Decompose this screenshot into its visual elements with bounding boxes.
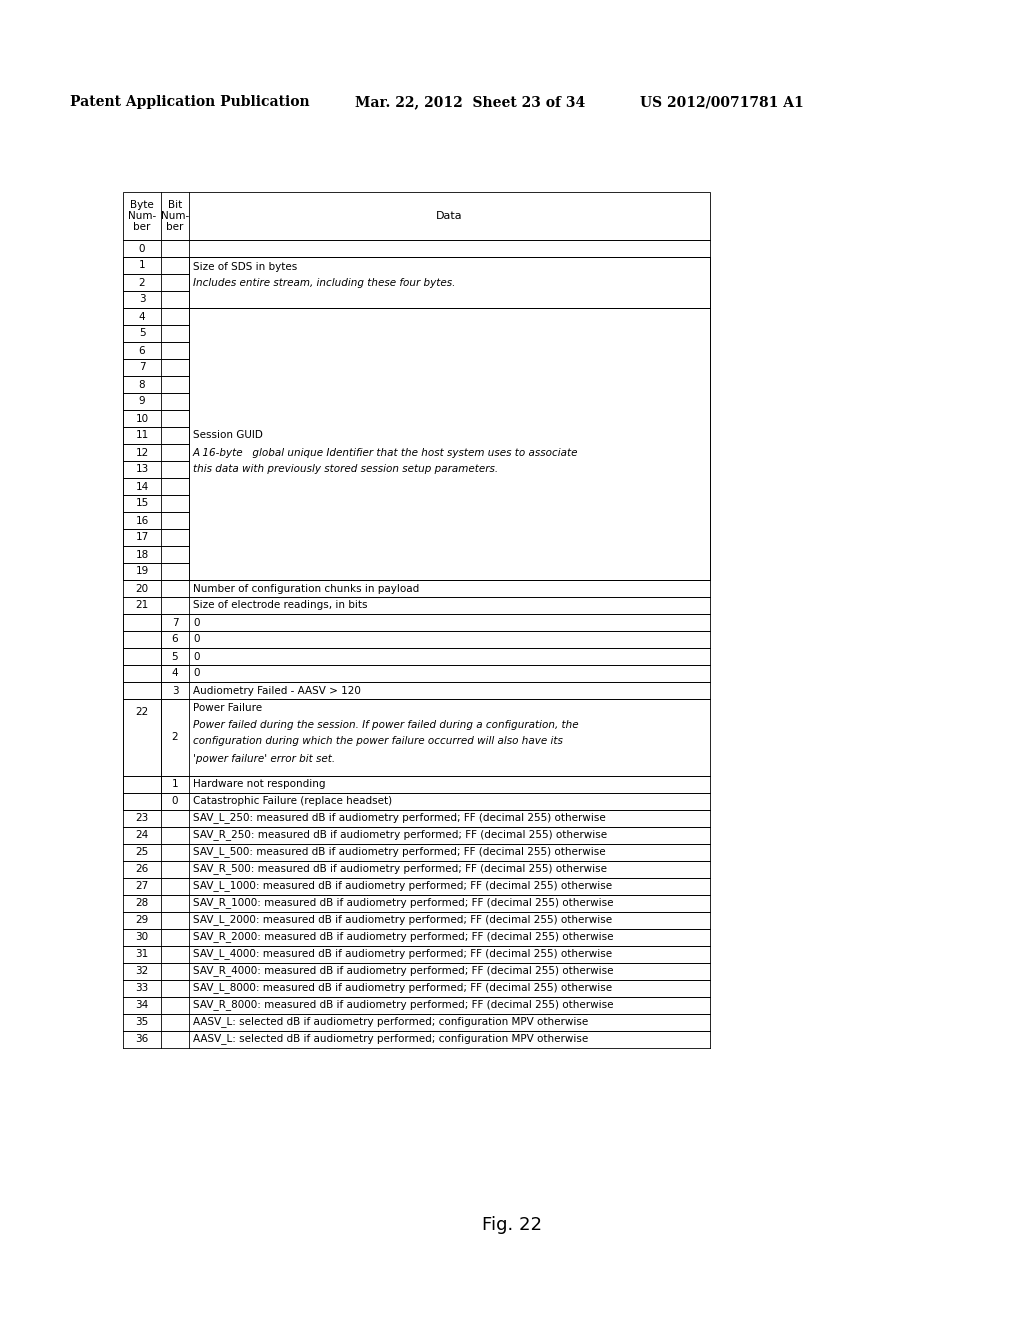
Text: SAV_L_2000: measured dB if audiometry performed; FF (decimal 255) otherwise: SAV_L_2000: measured dB if audiometry pe… — [193, 915, 612, 925]
Text: 1: 1 — [172, 779, 178, 789]
Text: A 16-byte   global unique Identifier that the host system uses to associate: A 16-byte global unique Identifier that … — [193, 447, 579, 458]
Bar — [123, 191, 710, 240]
Text: 2: 2 — [138, 277, 145, 288]
Text: 3: 3 — [172, 685, 178, 696]
Text: 22: 22 — [135, 706, 148, 717]
Text: Session GUID: Session GUID — [193, 430, 263, 441]
Text: SAV_L_8000: measured dB if audiometry performed; FF (decimal 255) otherwise: SAV_L_8000: measured dB if audiometry pe… — [193, 982, 612, 994]
Text: 6: 6 — [138, 346, 145, 355]
Text: 11: 11 — [135, 430, 148, 441]
Text: SAV_L_250: measured dB if audiometry performed; FF (decimal 255) otherwise: SAV_L_250: measured dB if audiometry per… — [193, 813, 606, 824]
Text: 1: 1 — [138, 260, 145, 271]
Text: SAV_R_500: measured dB if audiometry performed; FF (decimal 255) otherwise: SAV_R_500: measured dB if audiometry per… — [193, 863, 607, 874]
Text: 24: 24 — [135, 830, 148, 840]
Text: 28: 28 — [135, 898, 148, 908]
Text: 0: 0 — [193, 652, 200, 661]
Text: Patent Application Publication: Patent Application Publication — [70, 95, 309, 110]
Text: SAV_L_1000: measured dB if audiometry performed; FF (decimal 255) otherwise: SAV_L_1000: measured dB if audiometry pe… — [193, 880, 612, 891]
Text: AASV_L: selected dB if audiometry performed; configuration MPV otherwise: AASV_L: selected dB if audiometry perfor… — [193, 1016, 588, 1027]
Text: 10: 10 — [135, 413, 148, 424]
Text: this data with previously stored session setup parameters.: this data with previously stored session… — [193, 465, 498, 474]
Text: 16: 16 — [135, 516, 148, 525]
Text: Catastrophic Failure (replace headset): Catastrophic Failure (replace headset) — [193, 796, 392, 807]
Text: Byte
Num-
ber: Byte Num- ber — [128, 201, 156, 232]
Text: Power Failure: Power Failure — [193, 704, 262, 713]
Text: 32: 32 — [135, 966, 148, 975]
Text: 12: 12 — [135, 447, 148, 458]
Text: 'power failure' error bit set.: 'power failure' error bit set. — [193, 754, 335, 763]
Text: 5: 5 — [172, 652, 178, 661]
Text: 15: 15 — [135, 499, 148, 508]
Text: 23: 23 — [135, 813, 148, 822]
Text: SAV_R_2000: measured dB if audiometry performed; FF (decimal 255) otherwise: SAV_R_2000: measured dB if audiometry pe… — [193, 932, 613, 942]
Text: Mar. 22, 2012  Sheet 23 of 34: Mar. 22, 2012 Sheet 23 of 34 — [355, 95, 586, 110]
Text: 0: 0 — [193, 668, 200, 678]
Text: 19: 19 — [135, 566, 148, 577]
Text: 0: 0 — [193, 618, 200, 627]
Text: 7: 7 — [172, 618, 178, 627]
Text: 9: 9 — [138, 396, 145, 407]
Text: configuration during which the power failure occurred will also have its: configuration during which the power fai… — [193, 737, 563, 747]
Text: SAV_L_500: measured dB if audiometry performed; FF (decimal 255) otherwise: SAV_L_500: measured dB if audiometry per… — [193, 846, 605, 858]
Text: 5: 5 — [138, 329, 145, 338]
Text: 27: 27 — [135, 880, 148, 891]
Text: 4: 4 — [172, 668, 178, 678]
Text: Audiometry Failed - AASV > 120: Audiometry Failed - AASV > 120 — [193, 685, 360, 696]
Text: 2: 2 — [172, 733, 178, 742]
Text: Power failed during the session. If power failed during a configuration, the: Power failed during the session. If powe… — [193, 719, 579, 730]
Text: Size of SDS in bytes: Size of SDS in bytes — [193, 263, 297, 272]
Text: Number of configuration chunks in payload: Number of configuration chunks in payloa… — [193, 583, 419, 594]
Text: 34: 34 — [135, 1001, 148, 1010]
Text: 20: 20 — [135, 583, 148, 594]
Text: 25: 25 — [135, 847, 148, 857]
Text: SAV_L_4000: measured dB if audiometry performed; FF (decimal 255) otherwise: SAV_L_4000: measured dB if audiometry pe… — [193, 949, 612, 960]
Text: Hardware not responding: Hardware not responding — [193, 779, 326, 789]
Text: SAV_R_8000: measured dB if audiometry performed; FF (decimal 255) otherwise: SAV_R_8000: measured dB if audiometry pe… — [193, 999, 613, 1010]
Text: 6: 6 — [172, 635, 178, 644]
Text: US 2012/0071781 A1: US 2012/0071781 A1 — [640, 95, 804, 110]
Bar — [123, 614, 161, 809]
Text: 8: 8 — [138, 380, 145, 389]
Text: 7: 7 — [138, 363, 145, 372]
Text: 30: 30 — [135, 932, 148, 942]
Text: Bit
Num-
ber: Bit Num- ber — [161, 201, 189, 232]
Bar — [189, 308, 710, 579]
Text: 36: 36 — [135, 1034, 148, 1044]
Text: 17: 17 — [135, 532, 148, 543]
Text: 0: 0 — [138, 243, 145, 253]
Text: SAV_R_1000: measured dB if audiometry performed; FF (decimal 255) otherwise: SAV_R_1000: measured dB if audiometry pe… — [193, 898, 613, 908]
Text: Data: Data — [436, 211, 463, 220]
Text: SAV_R_250: measured dB if audiometry performed; FF (decimal 255) otherwise: SAV_R_250: measured dB if audiometry per… — [193, 829, 607, 841]
Text: 35: 35 — [135, 1016, 148, 1027]
Text: 0: 0 — [193, 635, 200, 644]
Text: 21: 21 — [135, 601, 148, 610]
Text: Fig. 22: Fig. 22 — [482, 1216, 542, 1234]
Text: 4: 4 — [138, 312, 145, 322]
Text: 14: 14 — [135, 482, 148, 491]
Text: 3: 3 — [138, 294, 145, 305]
Bar — [189, 257, 710, 308]
Text: AASV_L: selected dB if audiometry performed; configuration MPV otherwise: AASV_L: selected dB if audiometry perfor… — [193, 1034, 588, 1044]
Text: 26: 26 — [135, 865, 148, 874]
Text: Size of electrode readings, in bits: Size of electrode readings, in bits — [193, 601, 368, 610]
Text: SAV_R_4000: measured dB if audiometry performed; FF (decimal 255) otherwise: SAV_R_4000: measured dB if audiometry pe… — [193, 965, 613, 977]
Text: 13: 13 — [135, 465, 148, 474]
Text: 0: 0 — [172, 796, 178, 807]
Text: 31: 31 — [135, 949, 148, 960]
Text: Includes entire stream, including these four bytes.: Includes entire stream, including these … — [193, 279, 456, 288]
Text: 29: 29 — [135, 915, 148, 925]
Text: 18: 18 — [135, 549, 148, 560]
Text: 33: 33 — [135, 983, 148, 993]
